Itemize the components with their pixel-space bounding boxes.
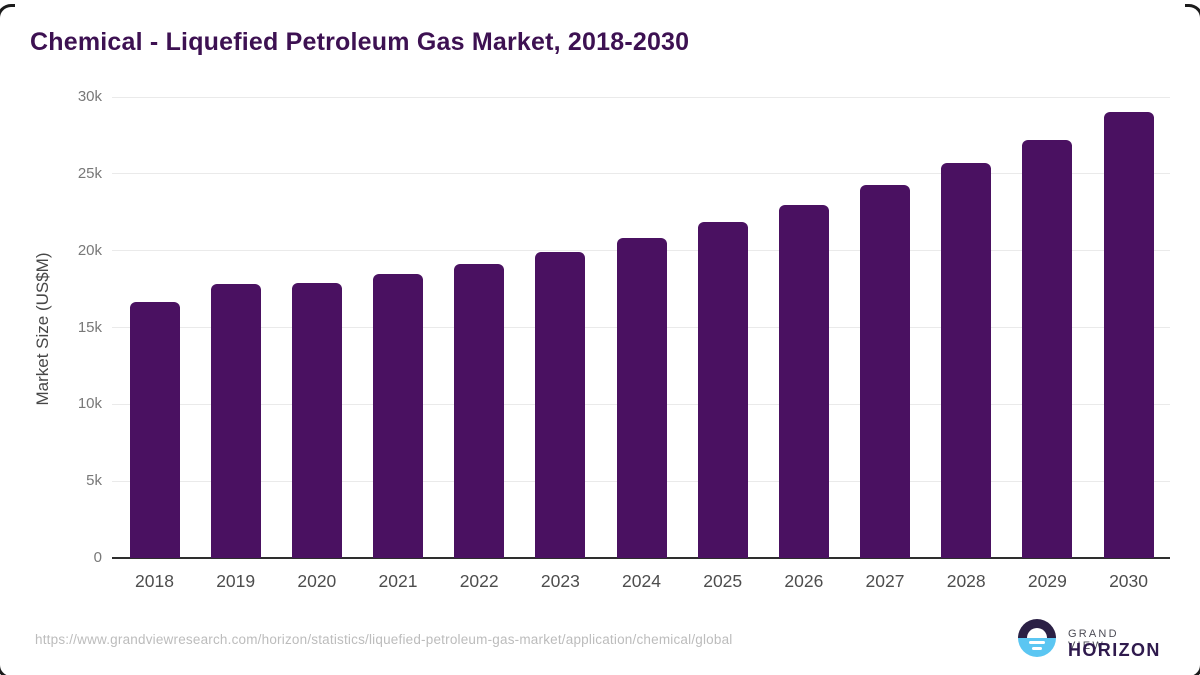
bar-2027[interactable] [860,184,911,558]
logo-text-grand-view: GRAND VIEW [1068,628,1119,652]
x-axis-line [112,557,1170,559]
x-tick-label-2020: 2020 [297,571,337,591]
x-tick-label-2023: 2023 [540,571,580,591]
bar-2029[interactable] [1022,140,1073,558]
gridline-25k [112,173,1170,175]
logo-sun-shape [1027,628,1047,638]
bar-2030[interactable] [1103,111,1154,558]
x-tick-label-2028: 2028 [946,571,986,591]
x-tick-label-2025: 2025 [703,571,743,591]
card-corner-top-right [1185,4,1200,22]
bar-2020[interactable] [291,282,342,558]
x-tick-label-2018: 2018 [135,571,174,591]
bar-2024[interactable] [616,237,667,558]
bar-2021[interactable] [373,274,423,558]
bar-2023[interactable] [535,252,586,558]
y-tick-label-25k: 25k [77,164,102,182]
x-tick-label-2026: 2026 [784,571,824,591]
bar-2025[interactable] [697,222,748,558]
y-tick-label-10k: 10k [77,395,102,413]
x-tick-label-2027: 2027 [865,571,905,591]
source-url: https://www.grandviewresearch.com/horizo… [35,632,733,647]
chart-title: Chemical - Liquefied Petroleum Gas Marke… [30,28,690,56]
bar-2028[interactable] [941,163,992,558]
gridline-30k [112,96,1170,98]
logo-reflection-line-2 [1032,647,1042,650]
grand-view-horizon-logo: GRAND VIEW HORIZON [1018,619,1161,660]
card-corner-top-left [0,4,15,22]
bar-2026[interactable] [778,204,829,558]
x-tick-label-2022: 2022 [459,571,499,591]
logo-reflection-line-1 [1029,641,1045,644]
x-tick-label-2030: 2030 [1109,571,1148,591]
horizon-sun-icon [1018,619,1056,657]
x-tick-label-2019: 2019 [216,571,256,591]
y-tick-label-15k: 15k [77,318,102,336]
x-tick-label-2024: 2024 [622,571,661,591]
bar-2018[interactable] [129,302,180,558]
x-tick-label-2021: 2021 [378,571,418,591]
bar-2019[interactable] [210,284,261,558]
y-tick-label-0: 0 [93,549,102,566]
y-tick-label-20k: 20k [77,241,102,259]
bar-2022[interactable] [454,264,505,558]
y-tick-label-5k: 5k [86,472,102,490]
logo-text-horizon: HORIZON [1068,640,1161,660]
x-tick-label-2029: 2029 [1027,571,1067,591]
y-tick-label-30k: 30k [77,88,102,105]
